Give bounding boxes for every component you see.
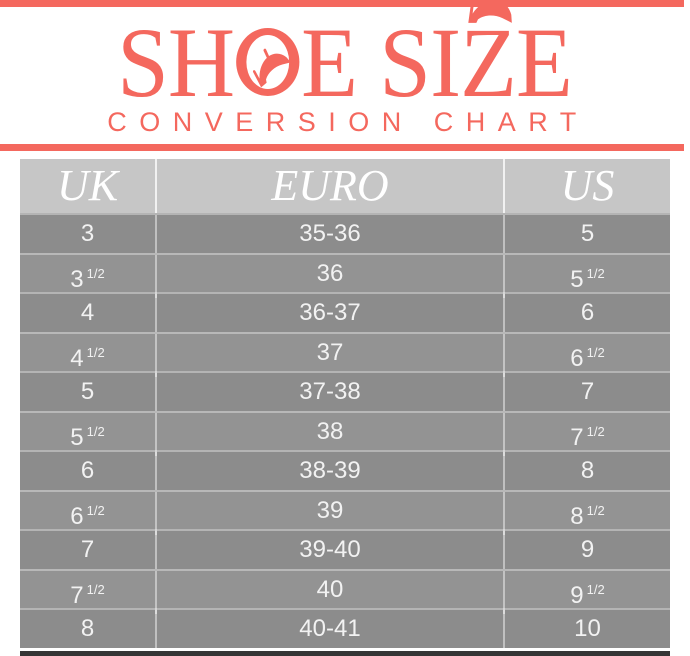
table-row: 6 38-39 8 <box>20 450 670 490</box>
uk-size-cell: 3 1/2 <box>70 265 105 293</box>
table-row: 3 35-36 5 <box>20 213 670 253</box>
table-row: 7 1/2 40 9 1/2 <box>20 568 670 614</box>
divider-accent-bar <box>0 144 684 151</box>
uk-size-cell: 5 1/2 <box>70 423 105 451</box>
euro-size-cell: 37-38 <box>155 373 503 411</box>
us-size-cell: 5 <box>503 215 670 253</box>
uk-size-cell: 3 <box>80 220 95 247</box>
top-accent-bar <box>0 0 684 7</box>
euro-size-cell: 38 <box>155 412 503 456</box>
table-row: 5 1/2 38 7 1/2 <box>20 410 670 456</box>
uk-size-cell: 6 1/2 <box>70 502 105 530</box>
us-size-cell: 9 1/2 <box>503 570 670 614</box>
us-size-cell: 7 1/2 <box>503 412 670 456</box>
page-title: SH E SI ZE <box>118 0 573 113</box>
table-row: 7 39-40 9 <box>20 529 670 569</box>
euro-size-cell: 39 <box>155 491 503 535</box>
us-size-cell: 10 <box>503 610 670 648</box>
shoe-on-z-icon <box>468 0 513 23</box>
page-subtitle: CONVERSION CHART <box>107 107 589 137</box>
euro-size-cell: 40 <box>155 570 503 614</box>
table-row: 5 37-38 7 <box>20 371 670 411</box>
table-row: 4 36-37 6 <box>20 292 670 332</box>
title-text-sh: SH <box>117 7 236 118</box>
us-size-cell: 9 <box>503 531 670 569</box>
table-header-row: UK EURO US <box>20 159 670 213</box>
us-size-cell: 6 <box>503 294 670 332</box>
uk-size-cell: 6 <box>80 457 95 484</box>
title-text-z: Z <box>460 7 518 118</box>
shoe-in-o-icon <box>236 20 301 105</box>
title-block: SH E SI ZE <box>0 0 690 113</box>
us-size-cell: 6 1/2 <box>503 333 670 377</box>
column-header-euro: EURO <box>155 159 503 213</box>
column-header-us: US <box>503 159 670 213</box>
us-size-cell: 8 <box>503 452 670 490</box>
uk-size-cell: 7 1/2 <box>70 581 105 609</box>
euro-size-cell: 38-39 <box>155 452 503 490</box>
title-text-esi: E SI <box>301 7 462 118</box>
title-z-wrap: Z <box>461 0 517 113</box>
euro-size-cell: 40-41 <box>155 610 503 648</box>
uk-size-cell: 8 <box>80 615 95 642</box>
uk-size-cell: 4 <box>80 299 95 326</box>
us-size-cell: 8 1/2 <box>503 491 670 535</box>
euro-size-cell: 39-40 <box>155 531 503 569</box>
uk-size-cell: 7 <box>80 536 95 563</box>
uk-size-cell: 4 1/2 <box>70 344 105 372</box>
table-row: 8 40-41 10 <box>20 608 670 648</box>
us-size-cell: 5 1/2 <box>503 254 670 298</box>
euro-size-cell: 37 <box>155 333 503 377</box>
conversion-table: UK EURO US 3 35-36 5 3 1/2 36 5 1/2 4 36-3… <box>20 159 670 648</box>
title-text-e: E <box>516 7 574 118</box>
euro-size-cell: 36-37 <box>155 294 503 332</box>
table-row: 3 1/2 36 5 1/2 <box>20 252 670 298</box>
euro-size-cell: 36 <box>155 254 503 298</box>
table-body: 3 35-36 5 3 1/2 36 5 1/2 4 36-37 6 4 1/2 37… <box>20 213 670 648</box>
bottom-dark-bar <box>20 650 670 656</box>
table-row: 6 1/2 39 8 1/2 <box>20 489 670 535</box>
uk-size-cell: 5 <box>80 378 95 405</box>
us-size-cell: 7 <box>503 373 670 411</box>
euro-size-cell: 35-36 <box>155 215 503 253</box>
table-row: 4 1/2 37 6 1/2 <box>20 331 670 377</box>
column-header-uk: UK <box>56 161 119 210</box>
